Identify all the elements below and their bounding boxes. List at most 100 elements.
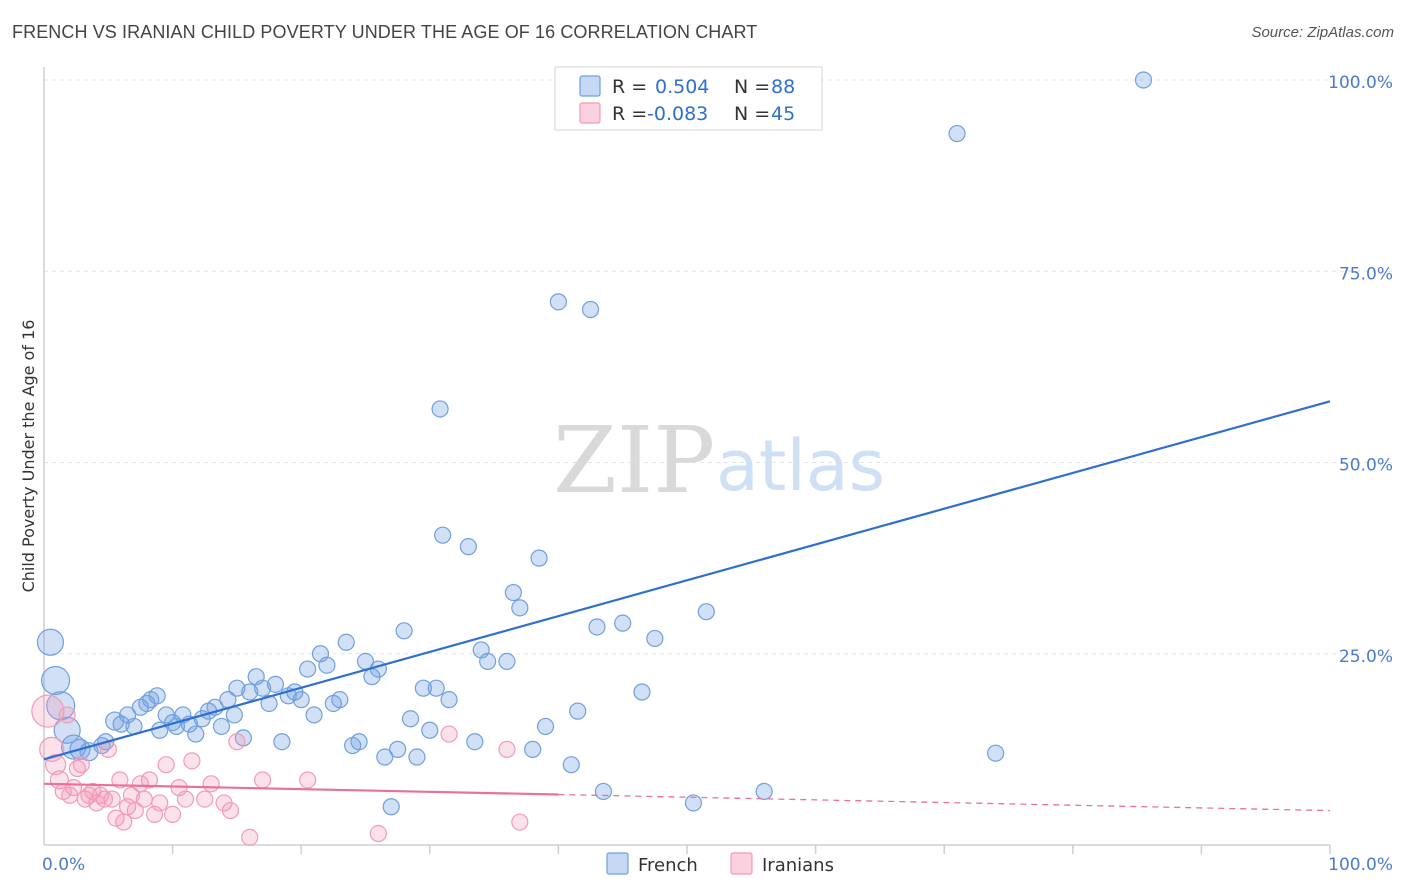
french-point bbox=[431, 400, 449, 418]
iranians-r-value: -0.083 bbox=[647, 103, 708, 125]
iranians-points bbox=[31, 694, 529, 846]
iranians-point bbox=[254, 771, 272, 789]
y-axis-label: Child Poverty Under the Age of 16 bbox=[19, 320, 38, 593]
stats-legend: R = 0.504 N = 88 R = -0.083 N = 45 bbox=[554, 66, 823, 131]
french-point bbox=[549, 293, 568, 311]
french-points bbox=[36, 71, 1153, 816]
french-point bbox=[337, 633, 355, 651]
bottom-legend: French Iranians bbox=[606, 852, 834, 876]
iranians-bottom-swatch bbox=[730, 852, 753, 875]
french-point bbox=[228, 679, 246, 697]
y-tick-label: 50.0% bbox=[1339, 456, 1393, 476]
french-point bbox=[40, 665, 71, 696]
french-point bbox=[408, 748, 426, 766]
y-tick-label: 25.0% bbox=[1339, 647, 1393, 667]
iranians-point bbox=[299, 771, 317, 789]
x-tick-label: 100.0% bbox=[1328, 855, 1393, 875]
french-point bbox=[148, 687, 166, 705]
french-point bbox=[187, 725, 205, 743]
iranians-point bbox=[135, 790, 153, 808]
french-point bbox=[318, 656, 336, 674]
french-point bbox=[382, 798, 400, 816]
french-point bbox=[414, 679, 432, 697]
x-ticks bbox=[171, 845, 1331, 854]
iranians-n-value: 45 bbox=[771, 103, 795, 125]
iranians-point bbox=[126, 801, 144, 820]
french-point bbox=[530, 549, 548, 567]
french-point bbox=[36, 628, 65, 656]
french-point bbox=[292, 691, 310, 709]
french-point bbox=[594, 782, 613, 801]
iranians-point bbox=[164, 805, 182, 824]
french-point bbox=[401, 710, 420, 728]
chart-source: Source: ZipAtlas.com bbox=[1251, 24, 1394, 41]
iranians-point bbox=[241, 828, 259, 846]
french-point bbox=[241, 683, 259, 701]
french-point bbox=[369, 660, 387, 678]
french-point bbox=[684, 794, 703, 812]
iranians-point bbox=[140, 771, 159, 789]
french-point bbox=[511, 599, 529, 617]
iranians-point bbox=[196, 790, 214, 808]
french-point bbox=[273, 733, 291, 751]
french-point bbox=[440, 691, 458, 709]
french-point bbox=[331, 691, 349, 709]
french-point bbox=[1134, 71, 1153, 89]
y-tick-label: 75.0% bbox=[1339, 264, 1393, 284]
watermark-zip: ZIP bbox=[553, 407, 715, 514]
iranians-point bbox=[221, 801, 240, 820]
french-point bbox=[225, 706, 243, 724]
french-point bbox=[421, 721, 439, 739]
french-point bbox=[266, 675, 285, 693]
french-point bbox=[459, 538, 477, 556]
watermark-atlas: atlas bbox=[716, 425, 885, 507]
tick-labels: 25.0% 50.0% 75.0% 100.0% 0.0% 100.0% bbox=[42, 73, 1393, 875]
watermark: ZIP atlas bbox=[553, 407, 885, 514]
french-point bbox=[299, 660, 317, 678]
french-point bbox=[498, 652, 516, 671]
french-bottom-swatch bbox=[606, 852, 629, 875]
french-point bbox=[305, 706, 323, 724]
french-point bbox=[395, 622, 413, 640]
french-point bbox=[562, 756, 580, 774]
french-point bbox=[614, 614, 632, 632]
french-r-value: 0.504 bbox=[655, 76, 709, 98]
french-n-value: 88 bbox=[771, 76, 795, 98]
iranians-r-label: R = bbox=[612, 103, 647, 125]
iranians-point bbox=[157, 756, 175, 774]
french-point bbox=[987, 744, 1005, 762]
iranians-point bbox=[228, 733, 246, 751]
iranians-point bbox=[369, 824, 387, 843]
french-point bbox=[948, 124, 966, 143]
iranians-point bbox=[498, 740, 516, 758]
french-point bbox=[53, 716, 81, 744]
french-legend-swatch bbox=[579, 75, 601, 97]
french-point bbox=[581, 300, 600, 319]
iranians-point bbox=[111, 771, 129, 789]
french-point bbox=[427, 679, 445, 697]
french-point bbox=[588, 618, 606, 636]
iranians-point bbox=[440, 725, 458, 743]
chart-title: FRENCH VS IRANIAN CHILD POVERTY UNDER TH… bbox=[12, 22, 758, 42]
y-tick-label: 100.0% bbox=[1328, 73, 1393, 93]
iranians-point bbox=[107, 809, 125, 827]
iranians-n-label: N = bbox=[734, 103, 770, 125]
french-point bbox=[633, 683, 651, 701]
french-point bbox=[260, 694, 278, 713]
iranians-bottom-label: Iranians bbox=[762, 855, 834, 876]
french-n-label: N = bbox=[734, 76, 770, 98]
french-point bbox=[112, 715, 130, 733]
x-tick-label: 0.0% bbox=[42, 855, 85, 875]
french-point bbox=[376, 748, 394, 766]
gridlines bbox=[44, 79, 1392, 655]
iranians-point bbox=[103, 790, 121, 808]
iranians-point bbox=[151, 794, 169, 812]
french-point bbox=[479, 652, 497, 671]
iranians-legend-swatch bbox=[579, 102, 601, 124]
iranians-point bbox=[44, 754, 67, 776]
iranians-point bbox=[58, 706, 76, 724]
iranians-point bbox=[183, 752, 201, 770]
french-point bbox=[389, 740, 407, 758]
iranians-trendline-extension bbox=[558, 793, 1331, 812]
